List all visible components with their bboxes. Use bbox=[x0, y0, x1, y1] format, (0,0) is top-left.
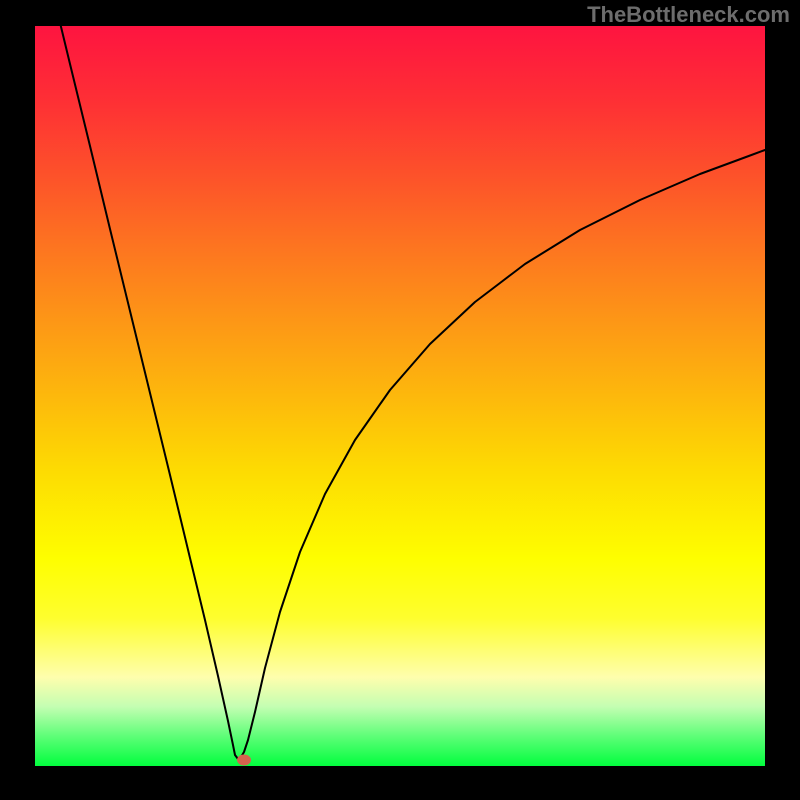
bottleneck-chart: TheBottleneck.com bbox=[0, 0, 800, 800]
watermark-text: TheBottleneck.com bbox=[587, 2, 790, 28]
plot-background bbox=[35, 26, 765, 766]
chart-svg bbox=[0, 0, 800, 800]
minimum-marker bbox=[237, 755, 251, 766]
